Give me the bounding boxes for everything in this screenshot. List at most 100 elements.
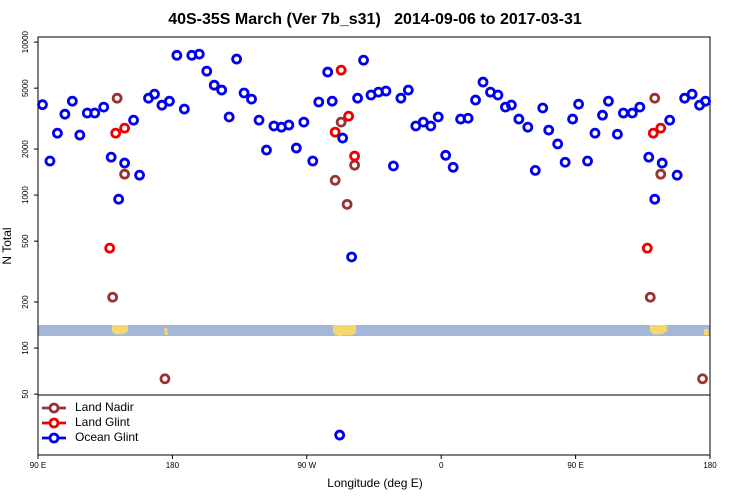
x-tick-label: 90 E xyxy=(567,461,583,470)
point xyxy=(358,54,369,66)
point xyxy=(110,127,122,139)
point xyxy=(425,120,437,132)
point xyxy=(505,99,517,111)
point xyxy=(700,95,711,107)
point xyxy=(134,169,145,181)
point xyxy=(655,122,667,134)
point xyxy=(649,193,661,205)
point xyxy=(253,114,265,126)
x-tick-label: 90 E xyxy=(30,461,46,470)
point xyxy=(261,144,272,156)
y-tick-label: 50 xyxy=(21,389,30,398)
point xyxy=(447,161,459,173)
point xyxy=(298,116,310,128)
point xyxy=(634,101,646,113)
map-strip xyxy=(38,325,710,336)
point xyxy=(349,159,360,171)
point xyxy=(164,95,175,107)
point xyxy=(664,114,676,126)
y-tick-label: 1000 xyxy=(21,186,30,204)
point xyxy=(522,121,534,133)
point xyxy=(193,48,205,60)
point xyxy=(159,373,171,385)
point xyxy=(105,151,117,163)
plot-frame xyxy=(37,36,711,456)
x-tick-label: 0 xyxy=(439,461,444,470)
point xyxy=(59,108,71,120)
point xyxy=(626,107,638,119)
point xyxy=(582,155,593,167)
point xyxy=(66,95,78,107)
point xyxy=(395,92,407,104)
point xyxy=(559,156,571,168)
point xyxy=(432,111,444,123)
point xyxy=(543,124,555,136)
point xyxy=(477,76,489,88)
point xyxy=(335,64,347,76)
point xyxy=(208,79,220,91)
point xyxy=(231,53,243,65)
point xyxy=(246,93,257,105)
point xyxy=(223,111,235,123)
y-tick-label: 2000 xyxy=(21,140,30,158)
legend-marker xyxy=(48,402,60,414)
point xyxy=(349,150,360,162)
point xyxy=(37,99,48,111)
point xyxy=(603,95,614,107)
point xyxy=(343,110,355,122)
point xyxy=(322,66,334,78)
point xyxy=(656,157,668,169)
point xyxy=(647,127,659,139)
point xyxy=(107,291,119,303)
point xyxy=(649,92,661,104)
point xyxy=(641,242,653,254)
point xyxy=(671,169,683,181)
point xyxy=(128,114,139,126)
y-axis-label: N Total xyxy=(0,227,14,264)
point xyxy=(119,122,131,134)
legend-marker xyxy=(48,432,60,444)
y-tick-label: 10000 xyxy=(21,30,30,53)
point xyxy=(111,92,123,104)
point xyxy=(492,89,504,101)
x-axis-label: Longitude (deg E) xyxy=(327,476,422,490)
x-tick-label: 90 W xyxy=(297,461,316,470)
point xyxy=(643,151,655,163)
point xyxy=(119,157,131,169)
point xyxy=(329,126,341,138)
x-tick-label: 180 xyxy=(703,461,717,470)
point xyxy=(216,84,228,96)
point xyxy=(470,94,481,106)
y-tick-label: 500 xyxy=(21,234,30,248)
y-tick-label: 100 xyxy=(21,341,30,355)
point xyxy=(589,127,601,139)
chart-title: 40S-35S March (Ver 7b_s31) 2014-09-06 to… xyxy=(168,11,582,28)
point xyxy=(119,168,131,180)
point xyxy=(283,119,295,131)
point xyxy=(440,149,452,161)
point xyxy=(567,113,579,125)
point xyxy=(697,373,708,385)
point xyxy=(238,87,250,99)
point xyxy=(513,113,525,125)
legend-label: Ocean Glint xyxy=(75,430,139,444)
point xyxy=(326,95,338,107)
point xyxy=(352,92,363,104)
point xyxy=(171,49,183,61)
point xyxy=(346,251,358,263)
x-tick-label: 180 xyxy=(166,461,180,470)
point xyxy=(462,112,474,124)
point xyxy=(89,107,101,119)
point xyxy=(380,85,392,97)
point xyxy=(113,193,125,205)
point xyxy=(341,198,353,210)
point xyxy=(334,429,346,441)
point xyxy=(337,132,349,144)
point xyxy=(573,98,584,110)
legend-marker xyxy=(48,417,60,429)
point xyxy=(655,168,667,180)
point xyxy=(686,88,698,100)
legend-label: Land Nadir xyxy=(75,400,134,414)
point xyxy=(644,291,656,303)
